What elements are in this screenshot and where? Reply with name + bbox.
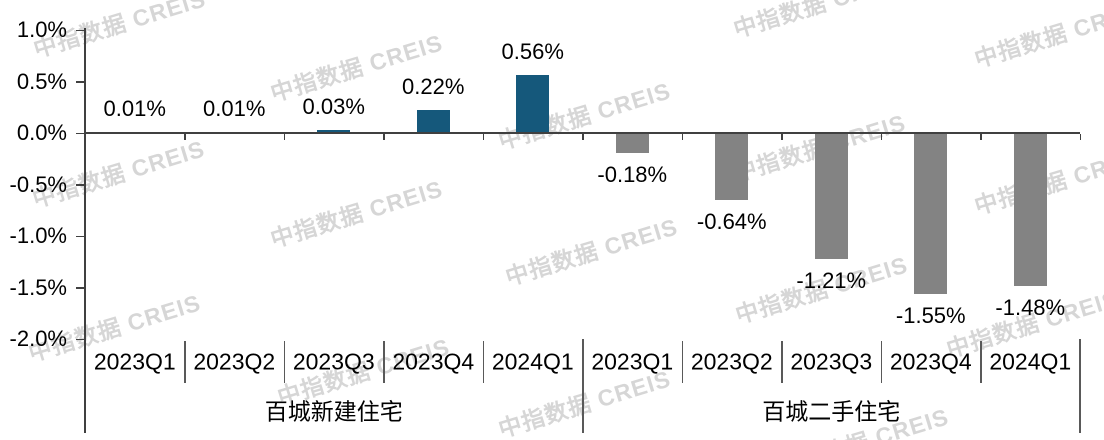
- x-category-label: 2024Q1: [989, 348, 1072, 375]
- watermark: 中指数据 CREIS: [267, 175, 446, 253]
- bar-value-label: 0.03%: [302, 93, 365, 119]
- y-axis-line: [84, 28, 86, 433]
- x-category-label: 2023Q2: [690, 348, 773, 375]
- y-axis-tick: [76, 338, 84, 340]
- x-category-label: 2023Q2: [193, 348, 276, 375]
- category-tick: [681, 134, 683, 140]
- category-separator: [184, 341, 186, 383]
- category-separator: [781, 341, 783, 383]
- bar: [416, 110, 450, 133]
- category-separator: [283, 341, 285, 383]
- y-axis-label: 0.0%: [16, 120, 67, 145]
- group-divider: [1079, 339, 1081, 433]
- y-axis-label: -2.0%: [9, 326, 67, 351]
- bar-value-label: -1.55%: [895, 302, 966, 328]
- y-axis-label: -1.5%: [9, 274, 67, 300]
- x-category-label: 2023Q3: [790, 348, 873, 375]
- category-tick: [1079, 134, 1081, 140]
- bar-value-label: 0.56%: [501, 39, 564, 65]
- bar-value-label: -0.64%: [696, 208, 767, 234]
- bar: [814, 134, 848, 259]
- bar-value-label: 0.01%: [203, 95, 266, 121]
- bar: [317, 129, 351, 133]
- group-label: 百城二手住宅: [762, 398, 901, 425]
- category-separator: [880, 341, 882, 383]
- watermark: 中指数据 CREIS: [502, 213, 681, 291]
- y-axis-tick: [76, 287, 84, 289]
- watermark: 中指数据 CREIS: [971, 0, 1104, 73]
- y-axis-tick: [76, 132, 84, 134]
- group-label: 百城新建住宅: [264, 398, 403, 425]
- bar-value-label: -1.48%: [995, 295, 1066, 321]
- y-axis-label: 1.0%: [16, 17, 67, 42]
- category-tick: [383, 134, 385, 140]
- category-tick: [880, 134, 882, 140]
- category-separator: [681, 341, 683, 383]
- x-category-label: 2023Q4: [392, 348, 475, 375]
- category-tick: [482, 134, 484, 140]
- category-tick: [283, 134, 285, 140]
- zero-line: [85, 132, 1080, 134]
- x-category-label: 2023Q4: [889, 348, 972, 375]
- y-axis-tick: [76, 235, 84, 237]
- bar: [1013, 134, 1047, 287]
- y-axis-label: 0.5%: [16, 68, 67, 94]
- y-axis-label: -0.5%: [9, 171, 67, 197]
- category-separator: [980, 341, 982, 383]
- bar: [516, 75, 550, 133]
- bar-value-label: -0.18%: [597, 161, 668, 187]
- x-category-label: 2023Q3: [292, 348, 375, 375]
- y-axis-tick: [76, 81, 84, 83]
- category-tick: [582, 134, 584, 140]
- x-category-label: 2024Q1: [491, 348, 574, 375]
- bar-value-label: -1.21%: [796, 267, 867, 293]
- watermark: 中指数据 CREIS: [730, 0, 909, 43]
- bar: [914, 134, 948, 294]
- category-tick: [781, 134, 783, 140]
- group-divider: [581, 339, 584, 433]
- y-axis-tick: [76, 184, 84, 186]
- y-axis-tick: [76, 29, 84, 31]
- category-separator: [482, 341, 484, 383]
- category-tick: [184, 134, 186, 140]
- bar: [715, 134, 749, 200]
- bar-value-label: 0.22%: [402, 74, 465, 100]
- category-separator: [383, 341, 385, 383]
- category-tick: [84, 134, 86, 140]
- bar-value-label: 0.01%: [103, 95, 166, 121]
- category-tick: [980, 134, 982, 140]
- bar: [615, 134, 649, 153]
- x-category-label: 2023Q1: [591, 348, 674, 375]
- y-axis-label: -1.0%: [9, 223, 67, 248]
- x-category-label: 2023Q1: [93, 348, 176, 375]
